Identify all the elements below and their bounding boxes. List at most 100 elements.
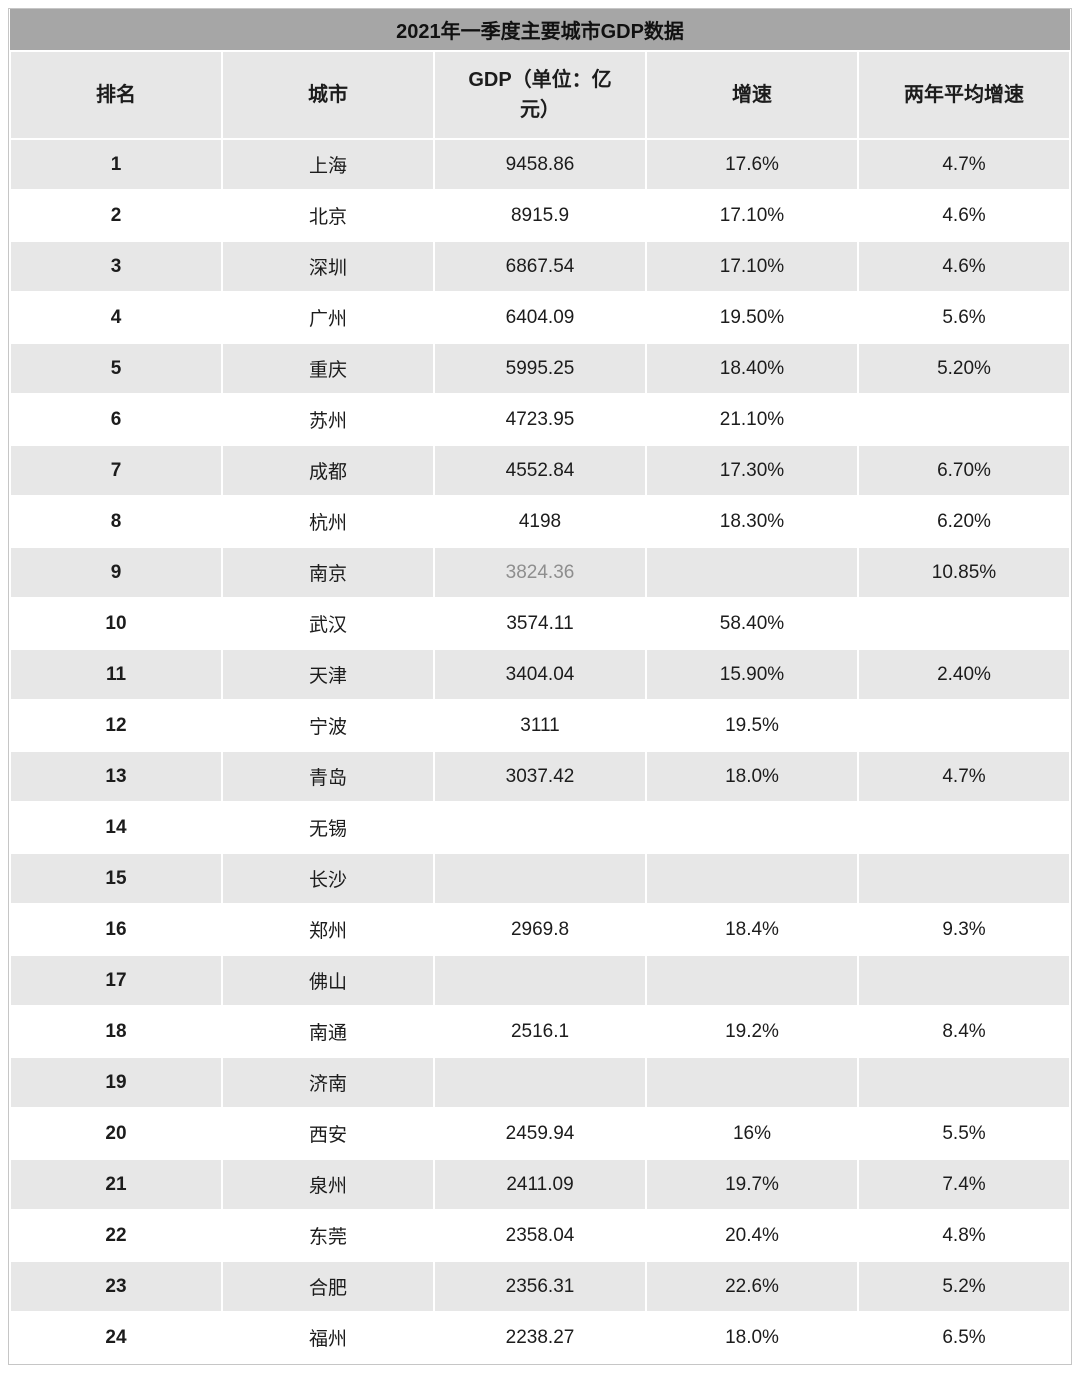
- table-row: 21 泉州 2411.09 19.7% 7.4%: [9, 1158, 1071, 1211]
- city-cell: 合肥: [221, 1260, 435, 1313]
- header-gdp: GDP（单位：亿元）: [433, 50, 647, 140]
- gdp-cell: 6867.54: [433, 240, 647, 293]
- city-cell: 济南: [221, 1056, 435, 1109]
- avg-growth-cell: 8.4%: [857, 1005, 1071, 1058]
- avg-growth-cell: 4.7%: [857, 750, 1071, 803]
- gdp-cell: 4198: [433, 495, 647, 548]
- rank-cell: 3: [9, 240, 223, 293]
- avg-growth-cell: 5.20%: [857, 342, 1071, 395]
- gdp-cell: 2516.1: [433, 1005, 647, 1058]
- growth-cell: [645, 954, 859, 1007]
- city-cell: 重庆: [221, 342, 435, 395]
- table-row: 18 南通 2516.1 19.2% 8.4%: [9, 1005, 1071, 1058]
- gdp-cell: [433, 954, 647, 1007]
- table-title: 2021年一季度主要城市GDP数据: [10, 9, 1070, 51]
- city-cell: 福州: [221, 1311, 435, 1364]
- gdp-cell: 9458.86: [433, 138, 647, 191]
- avg-growth-cell: [857, 699, 1071, 752]
- growth-cell: 17.30%: [645, 444, 859, 497]
- avg-growth-cell: 2.40%: [857, 648, 1071, 701]
- table-row: 19 济南: [9, 1056, 1071, 1109]
- city-cell: 南通: [221, 1005, 435, 1058]
- growth-cell: 19.2%: [645, 1005, 859, 1058]
- city-cell: 天津: [221, 648, 435, 701]
- avg-growth-cell: 4.6%: [857, 240, 1071, 293]
- avg-growth-cell: 4.7%: [857, 138, 1071, 191]
- city-cell: 南京: [221, 546, 435, 599]
- table-row: 23 合肥 2356.31 22.6% 5.2%: [9, 1260, 1071, 1313]
- table-row: 1 上海 9458.86 17.6% 4.7%: [9, 138, 1071, 191]
- gdp-cell: 2238.27: [433, 1311, 647, 1364]
- table-row: 22 东莞 2358.04 20.4% 4.8%: [9, 1209, 1071, 1262]
- rank-cell: 11: [9, 648, 223, 701]
- city-cell: 宁波: [221, 699, 435, 752]
- growth-cell: [645, 1056, 859, 1109]
- avg-growth-cell: [857, 393, 1071, 446]
- table-row: 24 福州 2238.27 18.0% 6.5%: [9, 1311, 1071, 1364]
- avg-growth-cell: [857, 1056, 1071, 1109]
- growth-cell: 18.4%: [645, 903, 859, 956]
- rank-cell: 23: [9, 1260, 223, 1313]
- growth-cell: 19.7%: [645, 1158, 859, 1211]
- header-growth: 增速: [645, 50, 859, 140]
- rank-cell: 24: [9, 1311, 223, 1364]
- gdp-cell: [433, 852, 647, 905]
- city-cell: 深圳: [221, 240, 435, 293]
- table-row: 4 广州 6404.09 19.50% 5.6%: [9, 291, 1071, 344]
- avg-growth-cell: 6.5%: [857, 1311, 1071, 1364]
- table-row: 8 杭州 4198 18.30% 6.20%: [9, 495, 1071, 548]
- city-cell: 佛山: [221, 954, 435, 1007]
- growth-cell: 17.10%: [645, 189, 859, 242]
- growth-cell: 19.5%: [645, 699, 859, 752]
- gdp-cell: 3824.36: [433, 546, 647, 599]
- growth-cell: 16%: [645, 1107, 859, 1160]
- table-row: 15 长沙: [9, 852, 1071, 905]
- growth-cell: 17.10%: [645, 240, 859, 293]
- growth-cell: 20.4%: [645, 1209, 859, 1262]
- avg-growth-cell: 7.4%: [857, 1158, 1071, 1211]
- table-row: 3 深圳 6867.54 17.10% 4.6%: [9, 240, 1071, 293]
- city-cell: 青岛: [221, 750, 435, 803]
- gdp-table-container: 2021年一季度主要城市GDP数据 排名 城市 GDP（单位：亿元） 增速 两年…: [8, 8, 1072, 1365]
- table-row: 5 重庆 5995.25 18.40% 5.20%: [9, 342, 1071, 395]
- growth-cell: 21.10%: [645, 393, 859, 446]
- gdp-cell: 5995.25: [433, 342, 647, 395]
- gdp-cell: 3111: [433, 699, 647, 752]
- rank-cell: 4: [9, 291, 223, 344]
- city-cell: 东莞: [221, 1209, 435, 1262]
- rank-cell: 9: [9, 546, 223, 599]
- rank-cell: 21: [9, 1158, 223, 1211]
- gdp-cell: 2969.8: [433, 903, 647, 956]
- growth-cell: 18.30%: [645, 495, 859, 548]
- growth-cell: [645, 852, 859, 905]
- rank-cell: 13: [9, 750, 223, 803]
- avg-growth-cell: 5.2%: [857, 1260, 1071, 1313]
- table-row: 7 成都 4552.84 17.30% 6.70%: [9, 444, 1071, 497]
- table-row: 10 武汉 3574.11 58.40%: [9, 597, 1071, 650]
- city-cell: 泉州: [221, 1158, 435, 1211]
- growth-cell: 22.6%: [645, 1260, 859, 1313]
- table-row: 12 宁波 3111 19.5%: [9, 699, 1071, 752]
- table-row: 14 无锡: [9, 801, 1071, 854]
- rank-cell: 17: [9, 954, 223, 1007]
- table-header-row: 排名 城市 GDP（单位：亿元） 增速 两年平均增速: [9, 50, 1071, 140]
- gdp-cell: [433, 801, 647, 854]
- growth-cell: 19.50%: [645, 291, 859, 344]
- rank-cell: 5: [9, 342, 223, 395]
- gdp-cell: 2459.94: [433, 1107, 647, 1160]
- rank-cell: 18: [9, 1005, 223, 1058]
- growth-cell: 18.0%: [645, 750, 859, 803]
- avg-growth-cell: 10.85%: [857, 546, 1071, 599]
- rank-cell: 15: [9, 852, 223, 905]
- avg-growth-cell: 6.70%: [857, 444, 1071, 497]
- avg-growth-cell: 5.6%: [857, 291, 1071, 344]
- rank-cell: 1: [9, 138, 223, 191]
- table-title-row: 2021年一季度主要城市GDP数据: [10, 9, 1070, 51]
- gdp-table: 2021年一季度主要城市GDP数据 排名 城市 GDP（单位：亿元） 增速 两年…: [9, 9, 1071, 1364]
- gdp-cell: 3574.11: [433, 597, 647, 650]
- gdp-cell: 3037.42: [433, 750, 647, 803]
- header-rank: 排名: [9, 50, 223, 140]
- table-row: 6 苏州 4723.95 21.10%: [9, 393, 1071, 446]
- table-row: 16 郑州 2969.8 18.4% 9.3%: [9, 903, 1071, 956]
- table-row: 13 青岛 3037.42 18.0% 4.7%: [9, 750, 1071, 803]
